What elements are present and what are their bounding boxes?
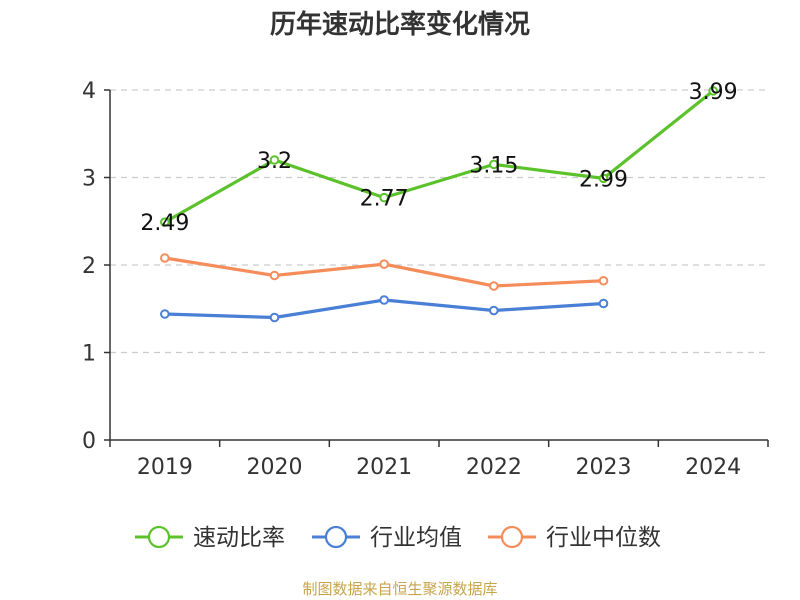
data-label-2022: 3.15 (469, 153, 518, 178)
legend-label-0: 速动比率 (193, 525, 285, 551)
data-point-s1-2019 (160, 309, 170, 319)
label-layer: 2.49 3.2 2.77 3.15 2.99 3.99 (140, 80, 737, 236)
data-point-s2-2023 (598, 275, 609, 286)
data-point-s0-2022 (489, 159, 499, 170)
data-point-s1-2022 (489, 305, 499, 316)
data-point-s0-2023 (598, 173, 609, 184)
x-tick-label-2022: 2022 (466, 455, 522, 480)
chart-title: 历年速动比率变化情况 (269, 10, 530, 40)
axis-layer: 0 1 2 3 4 2019 2020 2021 2022 2023 2024 (82, 79, 769, 480)
legend-item-0: 速动比率 (135, 525, 285, 551)
data-label-2019: 2.49 (140, 211, 189, 236)
legend: 速动比率 行业均值 行业中位数 (135, 525, 661, 551)
x-tick-label-2023: 2023 (576, 455, 632, 480)
legend-swatch-marker-1 (324, 525, 348, 549)
series-layer (160, 86, 718, 323)
data-point-s0-2019 (160, 217, 170, 227)
legend-item-1: 行业均值 (312, 525, 462, 551)
y-tick-label: 0 (82, 429, 96, 454)
legend-swatch-marker-0 (147, 525, 171, 549)
y-tick-label: 2 (82, 254, 96, 279)
data-point-s1-2023 (598, 298, 609, 309)
data-point-s2-2021 (379, 259, 389, 269)
x-tick-label-2020: 2020 (247, 455, 303, 480)
data-label-2023: 2.99 (579, 167, 628, 192)
x-tick-label-2021: 2021 (356, 455, 412, 480)
data-point-s1-2021 (379, 295, 389, 305)
x-tick-label-2019: 2019 (137, 455, 193, 480)
data-label-2024: 3.99 (689, 80, 738, 105)
legend-label-1: 行业均值 (370, 525, 462, 551)
data-point-s0-2024 (708, 86, 718, 96)
series-line-0 (164, 89, 715, 224)
legend-item-2: 行业中位数 (488, 525, 661, 551)
y-tick-label: 3 (82, 167, 96, 192)
legend-swatch-marker-2 (500, 525, 524, 549)
data-point-s2-2022 (489, 281, 499, 291)
data-label-2021: 2.77 (360, 187, 409, 212)
data-point-s0-2020 (269, 155, 280, 165)
grid-layer (110, 89, 768, 354)
data-label-2020: 3.2 (257, 149, 292, 174)
data-point-s2-2020 (269, 270, 280, 281)
data-point-s0-2021 (379, 192, 389, 203)
x-tick-label-2024: 2024 (685, 455, 741, 480)
y-tick-label: 1 (82, 342, 96, 367)
legend-label-2: 行业中位数 (546, 525, 661, 551)
source-footnote: 制图数据来自恒生聚源数据库 (302, 580, 498, 598)
y-tick-label: 4 (82, 79, 96, 104)
data-point-s1-2020 (269, 312, 280, 323)
data-point-s2-2019 (160, 253, 170, 263)
